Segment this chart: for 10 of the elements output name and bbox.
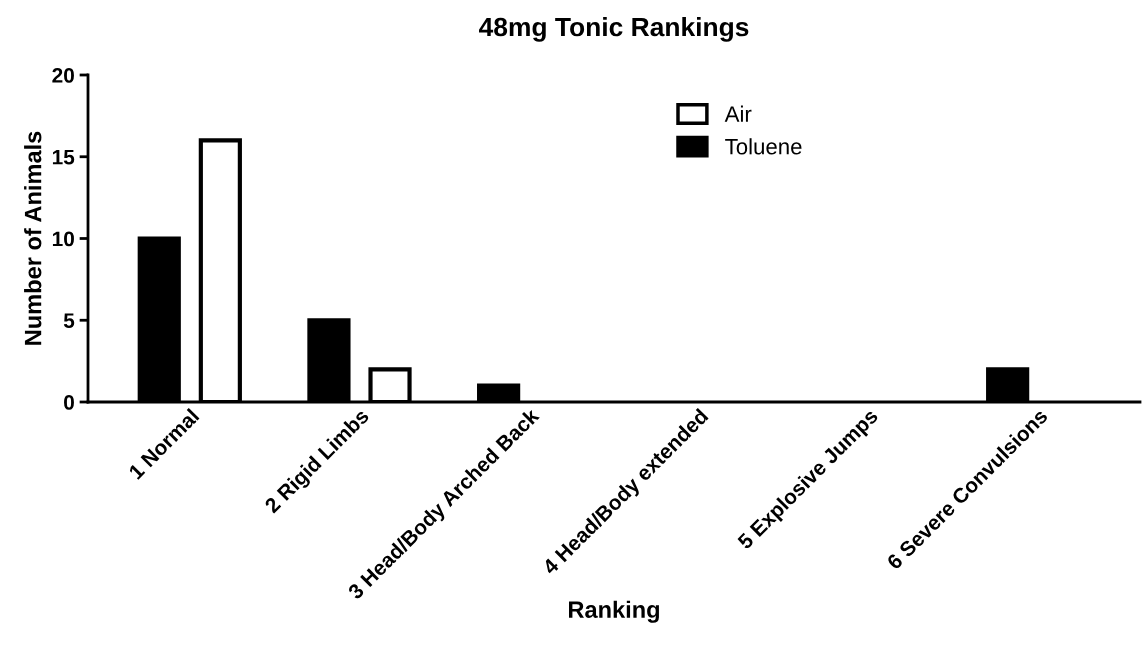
y-tick-label: 15 <box>52 149 75 165</box>
legend-label: Toluene <box>725 138 802 155</box>
y-tick-label: 5 <box>63 313 75 328</box>
y-axis-title: Number of Animals <box>24 131 42 345</box>
y-tick-label: 20 <box>52 68 74 83</box>
legend-label: Air <box>724 105 752 122</box>
y-tick-label: 10 <box>52 231 74 247</box>
x-axis-title: Ranking <box>569 600 659 623</box>
chart-title: 48mg Tonic Rankings <box>479 16 749 42</box>
y-tick-label: 0 <box>64 395 74 410</box>
